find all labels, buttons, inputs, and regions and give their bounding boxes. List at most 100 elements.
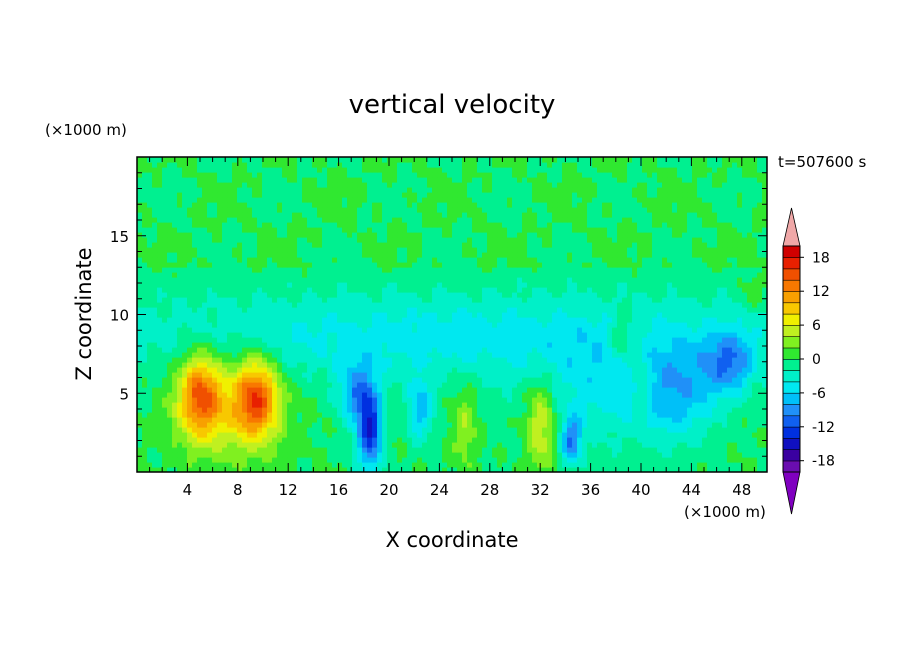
heatmap-cell bbox=[437, 292, 443, 298]
heatmap-cell bbox=[162, 287, 168, 293]
heatmap-cell bbox=[422, 292, 428, 298]
heatmap-cell bbox=[447, 447, 453, 453]
heatmap-cell bbox=[172, 372, 178, 378]
heatmap-cell bbox=[747, 397, 753, 403]
heatmap-cell bbox=[437, 387, 443, 393]
heatmap-cell bbox=[672, 442, 678, 448]
heatmap-cell bbox=[302, 302, 308, 308]
heatmap-cell bbox=[487, 312, 493, 318]
heatmap-cell bbox=[302, 357, 308, 363]
heatmap-cell bbox=[512, 317, 518, 323]
heatmap-cell bbox=[612, 447, 618, 453]
heatmap-cell bbox=[647, 322, 653, 328]
heatmap-cell bbox=[757, 362, 763, 368]
heatmap-cell bbox=[182, 372, 188, 378]
heatmap-cell bbox=[652, 337, 658, 343]
heatmap-cell bbox=[727, 427, 733, 433]
heatmap-cell bbox=[317, 292, 323, 298]
heatmap-cell bbox=[622, 402, 628, 408]
heatmap-cell bbox=[297, 272, 303, 278]
heatmap-cell bbox=[497, 442, 503, 448]
heatmap-cell bbox=[672, 402, 678, 408]
heatmap-cell bbox=[472, 457, 478, 463]
heatmap-cell bbox=[277, 337, 283, 343]
heatmap-cell bbox=[602, 442, 608, 448]
heatmap-cell bbox=[272, 457, 278, 463]
heatmap-cell bbox=[502, 452, 508, 458]
heatmap-cell bbox=[572, 317, 578, 323]
heatmap-cell bbox=[382, 307, 388, 313]
heatmap-cell bbox=[267, 377, 273, 383]
heatmap-cell bbox=[577, 287, 583, 293]
heatmap-cell bbox=[282, 422, 288, 428]
heatmap-cell bbox=[277, 467, 283, 472]
heatmap-cell bbox=[257, 407, 263, 413]
heatmap-cell bbox=[637, 402, 643, 408]
heatmap-cell bbox=[712, 337, 718, 343]
heatmap-cell bbox=[577, 397, 583, 403]
heatmap-cell bbox=[527, 407, 533, 413]
heatmap-cell bbox=[527, 417, 533, 423]
heatmap-cell bbox=[662, 372, 668, 378]
heatmap-cell bbox=[252, 422, 258, 428]
heatmap-cell bbox=[322, 402, 328, 408]
heatmap-cell bbox=[597, 377, 603, 383]
heatmap-cell bbox=[212, 392, 218, 398]
heatmap-cell bbox=[567, 447, 573, 453]
heatmap-cell bbox=[242, 352, 248, 358]
heatmap-cell bbox=[207, 282, 213, 288]
heatmap-cell bbox=[412, 347, 418, 353]
heatmap-cell bbox=[202, 382, 208, 388]
heatmap-cell bbox=[167, 417, 173, 423]
heatmap-cell bbox=[187, 332, 193, 338]
heatmap-cell bbox=[687, 297, 693, 303]
heatmap-cell bbox=[377, 287, 383, 293]
heatmap-cell bbox=[222, 427, 228, 433]
heatmap-cell bbox=[397, 367, 403, 373]
heatmap-cell bbox=[512, 382, 518, 388]
heatmap-cell bbox=[712, 412, 718, 418]
heatmap-cell bbox=[522, 337, 528, 343]
heatmap-cell bbox=[717, 457, 723, 463]
heatmap-cell bbox=[572, 422, 578, 428]
heatmap-cell bbox=[652, 317, 658, 323]
heatmap-cell bbox=[137, 382, 143, 388]
heatmap-cell bbox=[157, 362, 163, 368]
heatmap-cell bbox=[602, 432, 608, 438]
heatmap-cell bbox=[637, 387, 643, 393]
heatmap-cell bbox=[702, 367, 708, 373]
heatmap-cell bbox=[762, 402, 767, 408]
heatmap-cell bbox=[342, 302, 348, 308]
heatmap-cell bbox=[527, 402, 533, 408]
heatmap-cell bbox=[347, 442, 353, 448]
heatmap-cell bbox=[332, 322, 338, 328]
heatmap-cell bbox=[172, 402, 178, 408]
heatmap-cell bbox=[587, 317, 593, 323]
heatmap-cell bbox=[517, 347, 523, 353]
heatmap-cell bbox=[632, 412, 638, 418]
heatmap-cell bbox=[722, 417, 728, 423]
heatmap-cell bbox=[157, 322, 163, 328]
heatmap-cell bbox=[382, 372, 388, 378]
heatmap-cell bbox=[137, 457, 143, 463]
heatmap-cell bbox=[172, 397, 178, 403]
heatmap-cell bbox=[662, 302, 668, 308]
heatmap-cell bbox=[717, 357, 723, 363]
heatmap-cell bbox=[517, 397, 523, 403]
heatmap-cell bbox=[207, 332, 213, 338]
heatmap-cell bbox=[287, 372, 293, 378]
heatmap-cell bbox=[292, 297, 298, 303]
heatmap-cell bbox=[212, 432, 218, 438]
heatmap-cell bbox=[642, 352, 648, 358]
heatmap-cell bbox=[397, 272, 403, 278]
heatmap-cell bbox=[697, 437, 703, 443]
heatmap-cell bbox=[377, 352, 383, 358]
heatmap-cell bbox=[342, 387, 348, 393]
heatmap-cell bbox=[247, 387, 253, 393]
heatmap-cell bbox=[632, 447, 638, 453]
heatmap-cell bbox=[577, 437, 583, 443]
heatmap-cell bbox=[142, 462, 148, 468]
heatmap-cell bbox=[542, 437, 548, 443]
heatmap-cell bbox=[212, 447, 218, 453]
heatmap-cell bbox=[252, 332, 258, 338]
